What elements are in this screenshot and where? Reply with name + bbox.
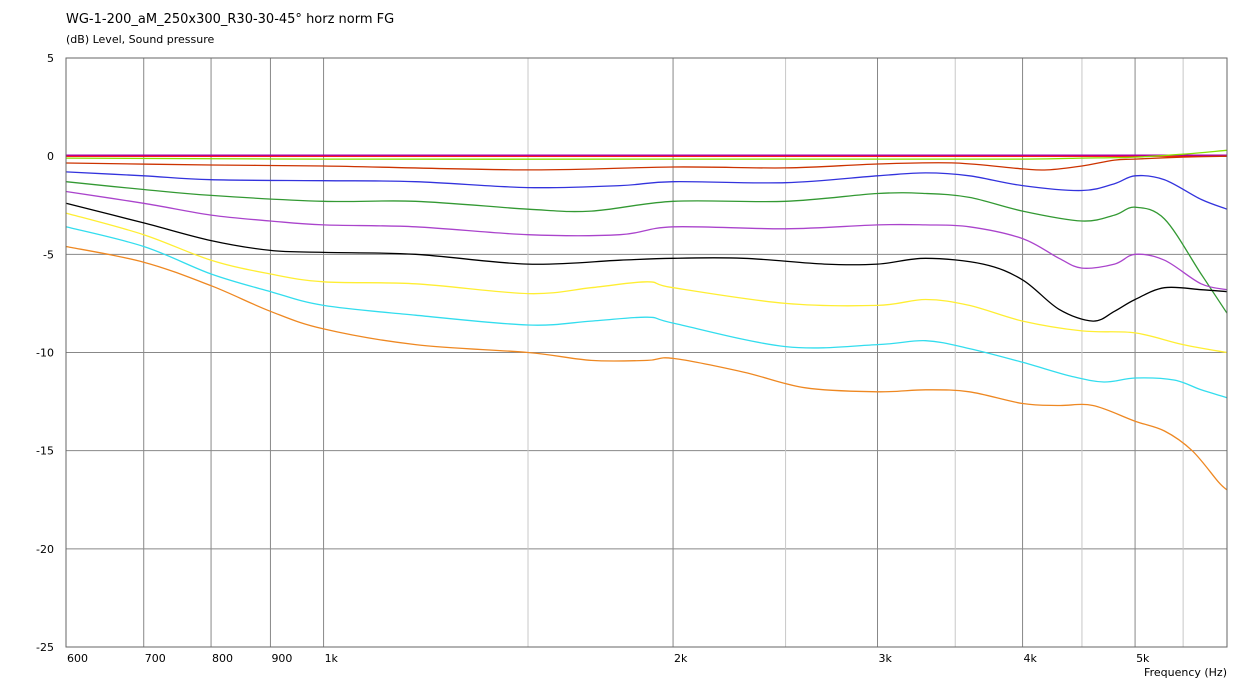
x-tick-label: 800 — [212, 652, 233, 665]
x-tick-label: 3k — [879, 652, 893, 665]
series-line-8 — [65, 202, 1228, 322]
axes: 5 0 -5 -10 -15 -20 -25 600 700 800 900 1k 2k 3k 4k 5k — [36, 52, 1228, 665]
x-axis-label: Frequency (Hz) — [1144, 666, 1227, 679]
plot-frame — [65, 57, 1228, 648]
grid — [65, 57, 1227, 648]
series-line-4 — [65, 155, 1228, 171]
series-line-7 — [65, 190, 1228, 291]
x-tick-label: 5k — [1136, 652, 1150, 665]
x-tick-label: 4k — [1024, 652, 1038, 665]
y-axis-label: (dB) Level, Sound pressure — [66, 33, 215, 46]
series-line-5 — [65, 171, 1228, 210]
series-line-10 — [65, 226, 1228, 399]
series-line-11 — [65, 245, 1228, 491]
y-tick-label: -5 — [43, 248, 54, 261]
x-tick-label: 700 — [145, 652, 166, 665]
series-line-9 — [65, 212, 1228, 354]
y-tick-label: 5 — [47, 52, 54, 65]
y-tick-label: -25 — [36, 641, 54, 654]
series-line-3 — [65, 149, 1228, 160]
y-tick-label: 0 — [47, 150, 54, 163]
x-tick-label: 600 — [67, 652, 88, 665]
x-tick-label: 2k — [674, 652, 688, 665]
chart-title: WG-1-200_aM_250x300_R30-30-45° horz norm… — [66, 12, 395, 27]
series-lines — [65, 149, 1228, 491]
y-tick-label: -15 — [36, 445, 54, 458]
x-tick-label: 900 — [271, 652, 292, 665]
series-line-6 — [65, 181, 1228, 314]
x-tick-label: 1k — [325, 652, 339, 665]
y-tick-label: -10 — [36, 347, 54, 360]
y-tick-label: -20 — [36, 543, 54, 556]
